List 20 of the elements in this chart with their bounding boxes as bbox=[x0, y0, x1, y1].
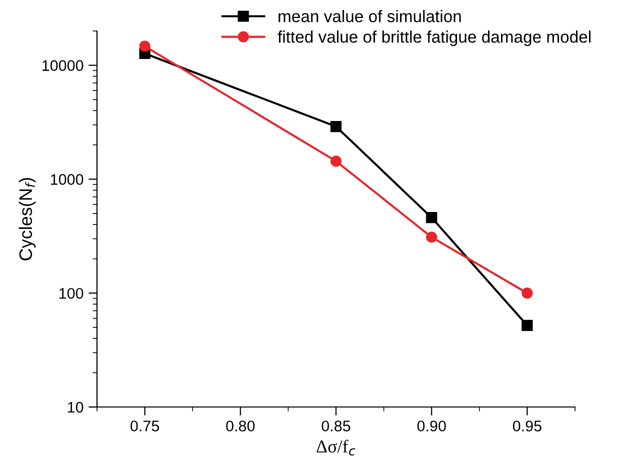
y-tick-label: 100 bbox=[59, 288, 84, 299]
y-tick-label: 1000 bbox=[50, 174, 84, 185]
x-axis-title: Δσ/f$_{c}$ bbox=[316, 440, 356, 456]
legend-label: mean value of simulation bbox=[278, 10, 461, 22]
point bbox=[426, 212, 438, 224]
y-axis-title: Cycles(N$_{f}$) bbox=[18, 178, 36, 260]
point bbox=[426, 232, 438, 243]
x-tick-label: 0.85 bbox=[322, 420, 350, 432]
x-tick-label: 0.75 bbox=[130, 420, 160, 432]
point bbox=[139, 40, 150, 52]
point bbox=[522, 320, 533, 331]
x-tick-label: 0.80 bbox=[226, 420, 255, 432]
legend-label: fitted value of brittle fatigue damage model bbox=[278, 30, 590, 46]
y-tick-label: 10 bbox=[68, 402, 84, 413]
y-tick-label: 10000 bbox=[42, 60, 84, 71]
point bbox=[330, 120, 342, 132]
x-tick-label: 0.95 bbox=[512, 420, 542, 432]
point bbox=[522, 288, 533, 299]
x-tick-label: 0.90 bbox=[417, 420, 446, 432]
point bbox=[330, 156, 342, 167]
